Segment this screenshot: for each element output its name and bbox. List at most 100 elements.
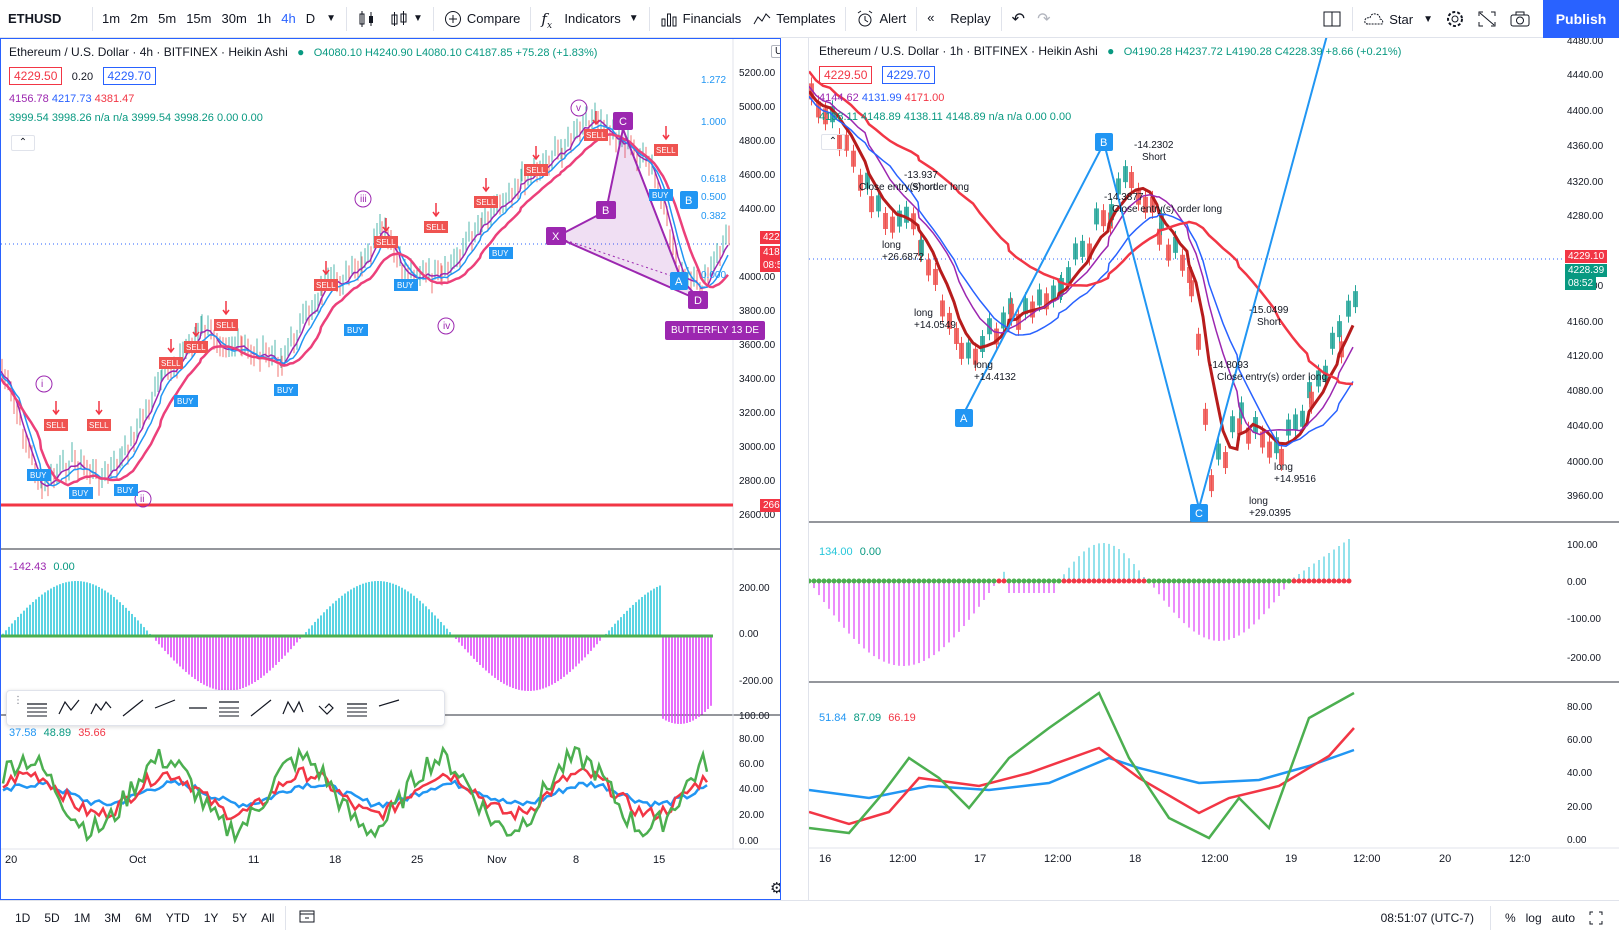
collapse-legend-button[interactable]: ⌃ [11,135,35,151]
interval-dropdown[interactable]: ▼ [326,13,337,24]
fib-retracement-icon[interactable] [215,696,243,720]
zero-dot [861,578,867,584]
butterfly-label[interactable]: BUTTERFLY 13 DE [665,321,765,340]
chart-type-button[interactable]: ▼ [383,0,429,38]
drag-handle-icon[interactable]: ⋮ [13,695,23,706]
settings-button[interactable] [1439,0,1471,38]
range-5Y[interactable]: 5Y [232,910,248,925]
range-1Y[interactable]: 1Y [203,910,219,925]
zero-dot [1051,578,1057,584]
indicators-button[interactable]: fx Indicators ▼ [541,9,639,31]
zigzag-point [955,409,973,427]
fit-icon[interactable] [1587,910,1605,926]
fib-spiral-icon[interactable] [311,696,339,720]
ma-value: 4131.99 [861,92,902,104]
ma-value: 4171.00 [904,92,945,104]
rewind-icon: « [927,9,935,25]
interval-1h[interactable]: 1h [256,11,272,26]
pitchfork-icon[interactable] [151,696,179,720]
trade-label: long [1249,496,1268,507]
candle-body [973,348,978,365]
symbol-search[interactable]: ETHUSD [8,11,62,26]
position-icon[interactable] [343,696,371,720]
trade-label: +14.0549 [914,320,956,331]
range-All[interactable]: All [261,910,275,925]
right-toolbar: Star ▼ [1316,0,1537,38]
ray-icon[interactable] [183,696,211,720]
left-chart-pane[interactable]: 5200.00 5000.00 4800.00 4600.00 4400.00 4000.… [0,38,781,900]
trade-label: Close entry(s) order long [1112,204,1222,215]
right-bid-ask: 4229.50 4229.70 [819,66,941,84]
horizontal-lines-icon[interactable] [23,696,51,720]
candle-body [987,318,992,335]
candle-body [947,312,952,329]
range-6M[interactable]: 6M [135,910,152,925]
financials-button[interactable]: Financials [654,0,748,38]
trade-label: +26.6872 [882,252,924,263]
line-icon[interactable] [247,696,275,720]
interval-1m[interactable]: 1m [102,11,121,26]
range-3M[interactable]: 3M [104,910,122,925]
log-toggle[interactable]: log [1525,910,1542,925]
publish-button[interactable]: Publish [1543,0,1619,38]
candle-body [1316,370,1321,387]
left-chart-title[interactable]: Ethereum / U.S. Dollar · 4h · BITFINEX ·… [9,45,288,59]
xabcd-pattern-icon[interactable] [279,696,307,720]
abcd-pattern-icon[interactable] [55,696,83,720]
compare-button[interactable]: Compare [438,0,526,38]
bid-price[interactable]: 4229.50 [9,67,63,85]
layout-button[interactable] [1316,0,1348,38]
trade-label: -14.8093 [1209,360,1249,371]
candles-icon [359,10,374,27]
ask-price[interactable]: 4229.70 [881,66,936,84]
interval-5m[interactable]: 5m [158,11,177,26]
zero-dot [881,578,887,584]
auto-toggle[interactable]: auto [1551,910,1575,925]
templates-button[interactable]: Templates [747,0,841,38]
range-1M[interactable]: 1M [73,910,91,925]
currency-label[interactable]: USD [771,45,780,58]
financials-label: Financials [682,11,742,26]
wave-circle [437,317,455,335]
cloud-icon [1364,13,1384,25]
bid-price[interactable]: 4229.50 [819,66,873,84]
redo-button[interactable]: ↷ [1031,0,1056,38]
zero-dot [1086,578,1092,584]
collapse-legend-button[interactable]: ⌃ [821,134,845,150]
interval-D[interactable]: D [305,11,316,26]
range-5D[interactable]: 5D [44,910,60,925]
percent-toggle[interactable]: % [1504,910,1516,925]
star-button[interactable]: Star ▼ [1357,0,1439,38]
time-axis-settings[interactable]: ⚙ [770,879,780,899]
snapshot-button[interactable] [1503,0,1537,38]
replay-button[interactable]: « Replay [921,0,996,38]
interval-30m[interactable]: 30m [221,11,247,26]
price-axis-label: 4400.00 [739,204,776,215]
trend-line-icon[interactable] [119,696,147,720]
right-chart-canvas[interactable]: 4480.00 4440.00 4400.00 4360.00 4320.00 4280.… [809,38,1619,900]
trade-label: -15.0499 [1249,305,1289,316]
range-1D[interactable]: 1D [15,910,31,925]
clock[interactable]: 08:51:07 (UTC-7) [1380,910,1474,925]
parallel-channel-icon[interactable] [375,696,403,720]
elliott-wave-icon[interactable] [87,696,115,720]
left-chart-canvas[interactable]: 5200.00 5000.00 4800.00 4600.00 4400.00 4000.… [1,39,781,900]
left-osc-legend: -142.43 0.00 [9,561,75,573]
interval-2m[interactable]: 2m [130,11,149,26]
interval-4h[interactable]: 4h [281,11,296,26]
right-strategy-legend: 4138.11 4148.89 4138.11 4148.89 n/a n/a … [819,111,1072,123]
price-axis-label: 4120.00 [1567,351,1604,362]
undo-button[interactable]: ↶ [1006,0,1031,38]
ask-price[interactable]: 4229.70 [102,67,156,85]
range-YTD[interactable]: YTD [165,910,190,925]
interval-15m[interactable]: 15m [186,11,212,26]
right-chart-pane[interactable]: 4480.00 4440.00 4400.00 4360.00 4320.00 4280.… [808,38,1619,900]
date-range-button[interactable] [290,908,324,927]
zero-dot [1171,578,1177,584]
bar-style-button[interactable] [351,0,383,38]
separator [1352,7,1354,31]
alert-button[interactable]: Alert [850,0,912,38]
fullscreen-button[interactable] [1471,0,1503,38]
right-chart-title[interactable]: Ethereum / U.S. Dollar · 1h · BITFINEX ·… [819,44,1098,58]
osc-axis-label: 0.00 [739,629,759,640]
